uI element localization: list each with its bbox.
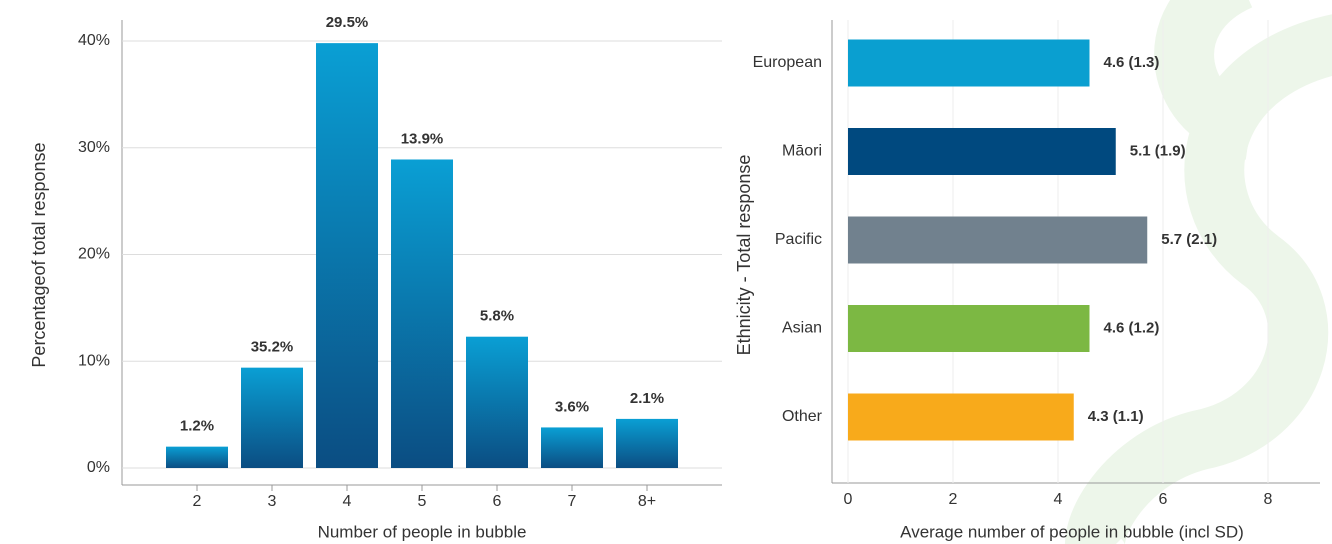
x-tick-label: 4 bbox=[343, 493, 352, 510]
y-axis-title: Ethnicity - Total response bbox=[734, 155, 754, 356]
bar bbox=[848, 39, 1090, 87]
annotation: 13.9% bbox=[401, 130, 444, 147]
y-tick-label: Asian bbox=[782, 320, 822, 337]
value-label: 5.7 (2.1) bbox=[1161, 231, 1217, 248]
x-tick-label: 0 bbox=[844, 491, 853, 508]
x-axis-title: Number of people in bubble bbox=[318, 522, 527, 541]
x-tick-label: 5 bbox=[418, 493, 427, 510]
bar bbox=[316, 43, 378, 468]
annotation: 1.2% bbox=[180, 418, 214, 435]
bar bbox=[848, 305, 1090, 352]
y-tick-label: Pacific bbox=[775, 231, 822, 248]
annotation: 2.1% bbox=[630, 390, 664, 407]
x-tick-label: 6 bbox=[1159, 491, 1168, 508]
y-tick-label: Other bbox=[782, 408, 823, 425]
bar bbox=[848, 393, 1074, 441]
x-axis-title: Average number of people in bubble (incl… bbox=[900, 522, 1244, 541]
background-decoration bbox=[1065, 0, 1332, 544]
value-label: 5.1 (1.9) bbox=[1130, 142, 1186, 159]
bar bbox=[848, 216, 1148, 264]
x-tick-label: 2 bbox=[193, 493, 202, 510]
x-tick-label: 8 bbox=[1264, 491, 1273, 508]
y-tick-label: 10% bbox=[78, 352, 110, 369]
y-tick-label: European bbox=[753, 54, 822, 71]
value-label: 4.3 (1.1) bbox=[1088, 408, 1144, 425]
value-label: 4.6 (1.3) bbox=[1104, 54, 1160, 71]
x-tick-label: 4 bbox=[1054, 491, 1063, 508]
y-tick-label: 20% bbox=[78, 246, 110, 263]
bar bbox=[166, 446, 228, 468]
y-axis-title: Percentageof total response bbox=[29, 142, 49, 367]
bar bbox=[391, 159, 453, 468]
bar bbox=[466, 336, 528, 468]
x-tick-label: 8+ bbox=[638, 493, 656, 510]
y-tick-label: 0% bbox=[87, 459, 110, 476]
y-tick-label: 40% bbox=[78, 32, 110, 49]
x-tick-label: 2 bbox=[949, 491, 958, 508]
y-tick-label: 30% bbox=[78, 139, 110, 156]
value-label: 4.6 (1.2) bbox=[1104, 319, 1160, 336]
bar bbox=[848, 128, 1116, 175]
y-tick-label: Māori bbox=[782, 143, 822, 160]
annotation: 35.2% bbox=[251, 339, 294, 356]
x-tick-label: 7 bbox=[568, 493, 577, 510]
annotation: 3.6% bbox=[555, 398, 589, 415]
annotation: 5.8% bbox=[480, 308, 514, 325]
bar bbox=[241, 367, 303, 468]
x-tick-label: 6 bbox=[493, 493, 502, 510]
annotation: 29.5% bbox=[326, 14, 369, 31]
x-tick-label: 3 bbox=[268, 493, 277, 510]
bar bbox=[541, 427, 603, 468]
bar bbox=[616, 418, 678, 468]
